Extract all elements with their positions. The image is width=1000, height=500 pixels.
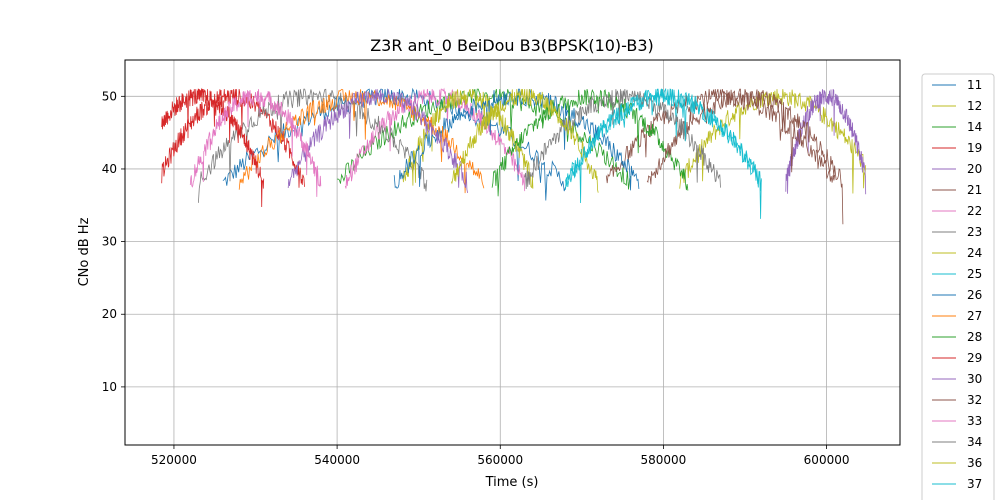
legend-label-25: 25: [967, 267, 982, 281]
legend-label-12: 12: [967, 99, 982, 113]
legend-box: [921, 73, 995, 500]
legend-label-34: 34: [967, 435, 982, 449]
legend-label-30: 30: [967, 372, 982, 386]
series-line-36: [450, 89, 599, 193]
plot-area: [161, 87, 867, 225]
y-tick-label: 10: [102, 380, 117, 394]
x-tick-label: 580000: [641, 453, 687, 467]
plot-frame: [124, 59, 901, 446]
legend-label-24: 24: [967, 246, 982, 260]
series-line-37: [565, 87, 762, 219]
legend-label-19: 19: [967, 141, 982, 155]
series-line-33: [189, 89, 322, 197]
y-tick-label: 20: [102, 307, 117, 321]
legend-label-33: 33: [967, 414, 982, 428]
x-axis-label: Time (s): [485, 475, 539, 490]
y-axis: 10 20 30 40 50: [102, 89, 125, 394]
series-line-30: [287, 89, 468, 193]
x-tick-label: 560000: [477, 453, 523, 467]
legend-label-14: 14: [967, 120, 982, 134]
series-line-28: [491, 88, 689, 197]
legend-label-36: 36: [967, 456, 982, 470]
series-line-12: [679, 89, 867, 194]
x-axis: 520000 540000 560000 580000 600000: [151, 445, 849, 467]
legend-label-27: 27: [967, 309, 982, 323]
x-tick-label: 540000: [314, 453, 360, 467]
y-axis-label: CNo dB Hz: [77, 217, 92, 286]
legend-label-21: 21: [967, 183, 982, 197]
y-tick-label: 50: [102, 89, 117, 103]
x-tick-label: 520000: [151, 453, 197, 467]
legend-label-23: 23: [967, 225, 982, 239]
x-tick-label: 600000: [804, 453, 850, 467]
legend-label-32: 32: [967, 393, 982, 407]
y-tick-label: 30: [102, 235, 117, 249]
legend-label-37: 37: [967, 477, 982, 491]
series-line-29: [161, 87, 265, 208]
series-line-34: [524, 89, 721, 190]
chart-title: Z3R ant_0 BeiDou B3(BPSK(10)-B3): [370, 36, 654, 56]
legend-label-28: 28: [967, 330, 982, 344]
legend-label-22: 22: [967, 204, 982, 218]
series-line-32: [646, 88, 844, 225]
series-line-20: [785, 89, 867, 195]
series-line-24: [402, 88, 534, 189]
legend-label-26: 26: [967, 288, 982, 302]
legend-label-11: 11: [967, 78, 982, 92]
legend: 11 12 14 19 20 21 22 23 24 25 26 27 28 29 30 32 33 34 36 37: [921, 73, 995, 500]
series-line-22: [344, 87, 526, 192]
legend-label-20: 20: [967, 162, 982, 176]
series-line-27: [238, 88, 485, 194]
legend-label-29: 29: [967, 351, 982, 365]
series-line-21: [605, 88, 836, 184]
y-tick-label: 40: [102, 162, 117, 176]
